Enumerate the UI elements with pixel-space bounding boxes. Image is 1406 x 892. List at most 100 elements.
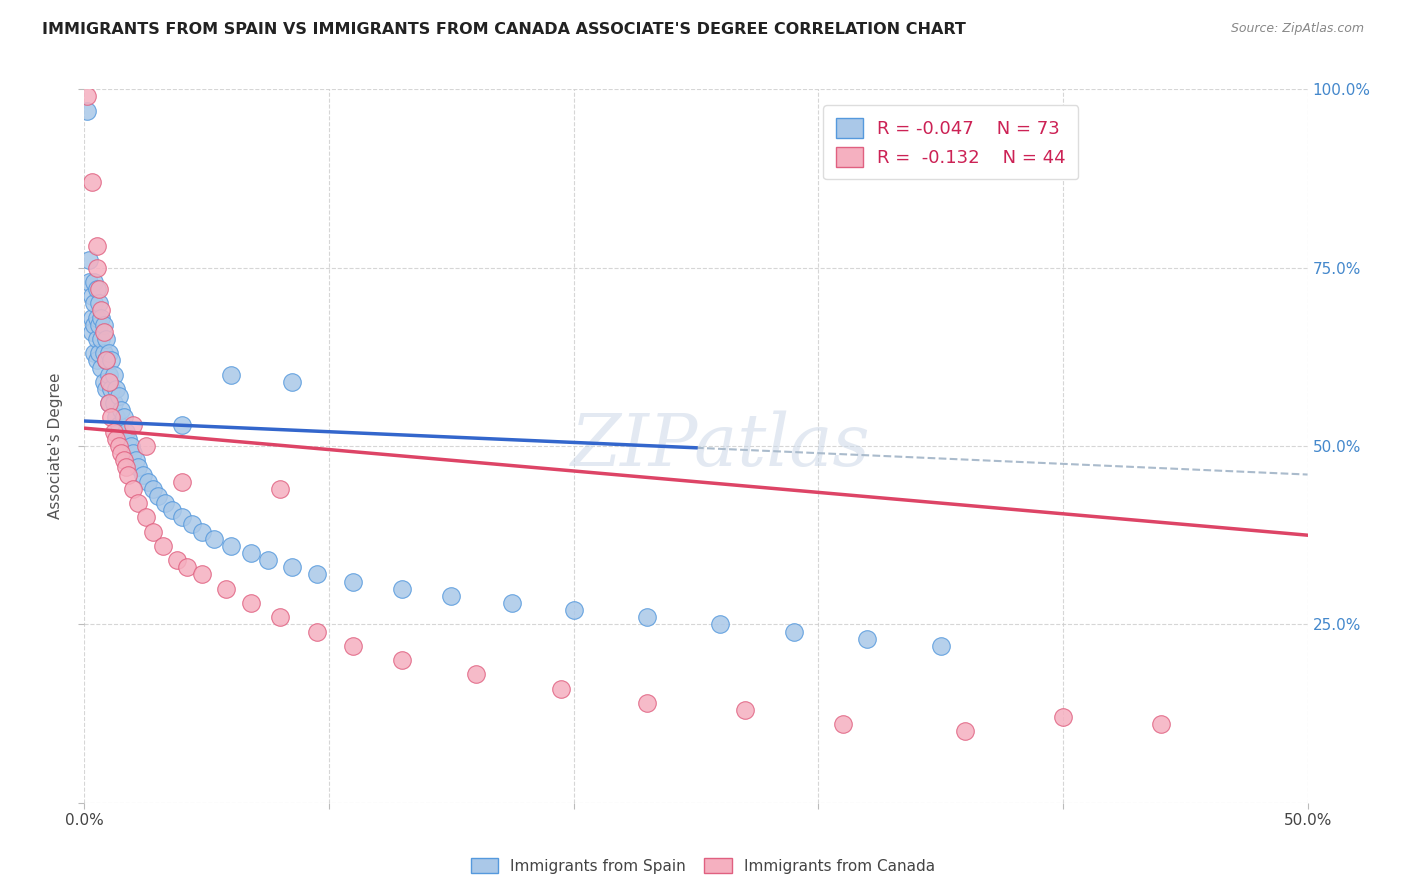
Point (83, 296, 105, 310)
Point (215, 582, 238, 596)
Point (219, 368, 242, 382)
Point (239, 546, 262, 560)
Point (86, 310, 108, 325)
Point (172, 417, 194, 432)
Point (105, 410, 128, 425)
Point (127, 460, 149, 475)
Point (93, 325, 115, 339)
Point (77, 253, 100, 268)
Point (87, 318, 110, 332)
Point (77, 275, 100, 289)
Point (115, 460, 138, 475)
Point (80, 310, 103, 325)
Point (100, 410, 122, 425)
Point (1150, 717, 1173, 731)
Point (122, 417, 145, 432)
Point (391, 653, 413, 667)
Point (181, 517, 204, 532)
Point (105, 432, 128, 446)
Point (135, 439, 157, 453)
Point (87, 346, 110, 360)
Point (103, 368, 125, 382)
Text: Source: ZipAtlas.com: Source: ZipAtlas.com (1230, 22, 1364, 36)
Point (120, 439, 142, 453)
Point (90, 303, 112, 318)
Point (550, 681, 572, 696)
Point (191, 524, 214, 539)
Point (734, 703, 756, 717)
Point (202, 532, 225, 546)
Point (136, 475, 159, 489)
Point (86, 282, 108, 296)
Point (93, 346, 115, 360)
Point (83, 318, 105, 332)
Point (172, 510, 194, 524)
Y-axis label: Associate's Degree: Associate's Degree (48, 373, 63, 519)
Point (152, 539, 174, 553)
Point (831, 717, 853, 731)
Point (125, 453, 148, 467)
Point (83, 346, 105, 360)
Point (122, 482, 145, 496)
Point (269, 482, 291, 496)
Point (103, 396, 125, 410)
Point (115, 425, 138, 439)
Point (636, 610, 658, 624)
Point (305, 567, 328, 582)
Point (440, 589, 463, 603)
Point (97, 396, 120, 410)
Point (162, 503, 184, 517)
Point (100, 382, 122, 396)
Point (80, 325, 103, 339)
Point (122, 446, 145, 460)
Point (105, 382, 128, 396)
Point (1052, 710, 1074, 724)
Point (464, 667, 486, 681)
Point (281, 560, 304, 574)
Point (83, 275, 105, 289)
Legend: R = -0.047    N = 73, R =  -0.132    N = 44: R = -0.047 N = 73, R = -0.132 N = 44 (823, 105, 1078, 179)
Point (96, 353, 118, 368)
Point (90, 332, 112, 346)
Point (166, 553, 188, 567)
Point (76, 103, 98, 118)
Point (97, 368, 120, 382)
Point (86, 353, 108, 368)
Point (172, 475, 194, 489)
Point (86, 239, 108, 253)
Text: ZIPatlas: ZIPatlas (571, 410, 870, 482)
Point (342, 574, 364, 589)
Point (96, 382, 118, 396)
Point (502, 596, 524, 610)
Legend: Immigrants from Spain, Immigrants from Canada: Immigrants from Spain, Immigrants from C… (464, 852, 942, 880)
Point (110, 403, 132, 417)
Point (87, 282, 110, 296)
Point (176, 560, 198, 574)
Point (97, 346, 120, 360)
Point (135, 510, 157, 524)
Point (97, 375, 120, 389)
Point (146, 489, 169, 503)
Point (107, 439, 129, 453)
Point (86, 332, 108, 346)
Point (103, 425, 125, 439)
Point (239, 596, 262, 610)
Point (953, 724, 976, 739)
Point (153, 496, 176, 510)
Point (112, 453, 135, 467)
Text: IMMIGRANTS FROM SPAIN VS IMMIGRANTS FROM CANADA ASSOCIATE'S DEGREE CORRELATION C: IMMIGRANTS FROM SPAIN VS IMMIGRANTS FROM… (42, 22, 966, 37)
Point (929, 639, 952, 653)
Point (219, 539, 242, 553)
Point (93, 375, 115, 389)
Point (90, 310, 112, 325)
Point (391, 582, 413, 596)
Point (132, 467, 155, 482)
Point (117, 432, 139, 446)
Point (96, 353, 118, 368)
Point (342, 639, 364, 653)
Point (93, 318, 115, 332)
Point (142, 524, 165, 539)
Point (97, 396, 120, 410)
Point (90, 360, 112, 375)
Point (562, 603, 585, 617)
